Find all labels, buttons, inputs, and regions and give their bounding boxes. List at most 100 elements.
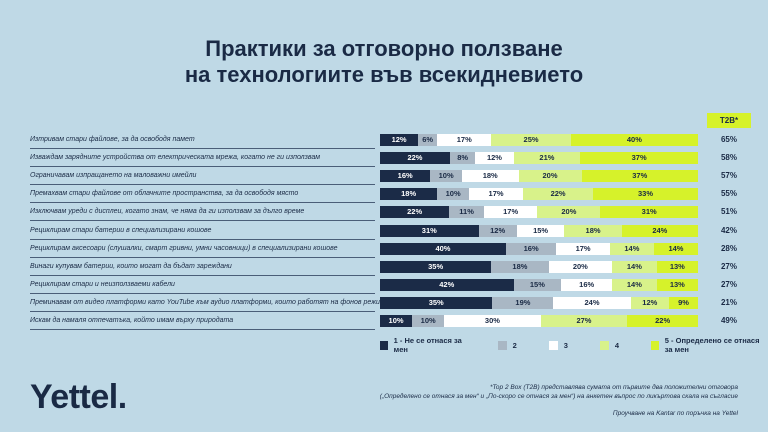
title-line-1: Практики за отговорно ползване [205, 36, 563, 61]
row-divider [30, 202, 375, 204]
legend-item: 5 - Определено се отнася за мен [651, 336, 768, 354]
bar-segment-2: 11% [449, 206, 484, 219]
legend-label: 2 [512, 340, 517, 350]
source-note: Проучване на Kantar по поръчка на Yettel [612, 410, 738, 417]
row-divider [30, 166, 375, 168]
bar-segment-1: 18% [380, 188, 438, 201]
bar-segment-1: 22% [380, 152, 450, 165]
bar-segment-1: 31% [380, 224, 479, 237]
row-divider [30, 256, 375, 258]
row-divider [30, 220, 375, 222]
bar-segment-3: 30% [444, 315, 541, 327]
bar-segment-2: 10% [412, 315, 445, 327]
bar-segment-4: 14% [612, 278, 657, 291]
bar-segment-2: 6% [418, 134, 438, 146]
bar-segment-1: 12% [380, 134, 419, 146]
bar-segment-3: 17% [437, 134, 492, 146]
bar-segment-4: 14% [609, 242, 654, 255]
bar-segment-5: 13% [656, 260, 698, 273]
bar-segment-3: 15% [516, 224, 565, 237]
row-label: Изключвам уреди с дисплеи, когато знам, … [30, 208, 305, 216]
row-label: Рециклирам аксесоари (слушалки, смарт гр… [30, 244, 338, 252]
t2b-value: 49% [720, 316, 737, 325]
bar-segment-3: 17% [469, 188, 524, 201]
legend-label: 5 - Определено се отнася за мен [664, 336, 760, 354]
legend-swatch-4 [599, 340, 609, 350]
legend-label: 4 [614, 340, 620, 350]
t2b-value: 27% [720, 279, 737, 289]
bar-segment-1: 22% [380, 206, 450, 219]
bar-segment-3: 24% [553, 296, 631, 309]
row-divider [30, 329, 375, 330]
row-label: Ограничавам изпращането на маловажни име… [30, 172, 197, 180]
t2b-header: T2B* [707, 113, 751, 128]
bar-segment-5: 33% [593, 188, 698, 201]
row-label: Преминавам от видео платформи като YouTu… [30, 298, 385, 306]
bar-segment-2: 12% [478, 224, 517, 237]
row-label: Изваждам зарядните устройства от електри… [30, 154, 321, 162]
bar-segment-1: 42% [380, 278, 514, 291]
bar-segment-5: 9% [669, 296, 698, 309]
footnote: *Top 2 Box (T2B) представлява сумата от … [318, 383, 738, 401]
row-divider [30, 238, 375, 240]
row-label: Изтривам стари файлове, за да освободя п… [30, 136, 195, 143]
legend: 1 - Не се отнася за мен 2 3 4 5 - Опреде… [380, 336, 768, 354]
legend-swatch-3 [548, 340, 558, 350]
bar-segment-1: 16% [380, 170, 431, 183]
bar-segment-5: 14% [653, 242, 698, 255]
bar-segment-3: 20% [548, 260, 613, 273]
title-line-2: на технологиите във всекидневието [184, 62, 584, 87]
row-label: Рециклирам стари и неизползваеми кабели [30, 280, 175, 288]
legend-swatch-5 [651, 340, 659, 350]
bar-segment-2: 18% [491, 260, 549, 273]
t2b-value: 42% [720, 225, 737, 235]
bar-segment-3: 17% [556, 242, 610, 255]
bar-segment-1: 10% [380, 315, 413, 327]
t2b-value: 21% [720, 297, 737, 307]
bar-segment-1: 35% [380, 260, 492, 273]
bar-segment-4: 20% [537, 206, 601, 219]
legend-swatch-1 [380, 340, 388, 350]
legend-item: 4 [599, 340, 620, 350]
t2b-value: 27% [720, 261, 737, 271]
t2b-value: 58% [720, 153, 737, 163]
yettel-logo: Yettel. [30, 378, 127, 416]
bar-segment-2: 10% [430, 170, 462, 183]
row-divider [30, 148, 375, 149]
bar-segment-2: 10% [437, 188, 470, 201]
t2b-value: 28% [720, 243, 737, 253]
bar-segment-4: 12% [630, 296, 670, 309]
bar-segment-1: 40% [380, 242, 506, 255]
bar-segment-5: 24% [621, 224, 698, 237]
bar-segment-5: 22% [627, 315, 698, 327]
legend-item: 2 [497, 340, 517, 350]
bar-segment-5: 40% [570, 134, 698, 146]
bar-segment-4: 14% [612, 260, 657, 273]
legend-label: 3 [563, 340, 568, 350]
bar-segment-5: 31% [600, 206, 698, 219]
footnote-line-2: („Определено се отнася за мен“ и „По-ско… [379, 393, 738, 400]
t2b-value: 55% [720, 189, 737, 199]
bar-segment-3: 16% [561, 278, 613, 291]
legend-label: 1 - Не се отнася за мен [393, 336, 462, 354]
bar-segment-3: 18% [461, 170, 519, 183]
t2b-value: 57% [720, 171, 737, 181]
row-divider [30, 274, 375, 276]
row-label: Винаги купувам батерии, които могат да б… [30, 262, 232, 270]
bar-segment-2: 8% [449, 152, 476, 165]
legend-item: 1 - Не се отнася за мен [380, 336, 466, 354]
bar-segment-4: 25% [491, 134, 571, 146]
bar-segment-3: 12% [475, 152, 514, 165]
bar-segment-4: 21% [513, 152, 581, 165]
bar-segment-4: 27% [540, 315, 628, 327]
row-label: Искам да намаля отпечатъка, който имам в… [30, 317, 234, 324]
t2b-value: 51% [720, 207, 737, 217]
bar-segment-2: 16% [505, 242, 557, 255]
row-divider [30, 310, 375, 312]
footnote-line-1: *Top 2 Box (T2B) представлява сумата от … [490, 384, 738, 391]
bar-segment-2: 15% [513, 278, 562, 291]
legend-item: 3 [548, 340, 568, 350]
row-divider [30, 184, 375, 186]
bar-segment-5: 37% [580, 152, 698, 165]
bar-segment-4: 20% [518, 170, 582, 183]
